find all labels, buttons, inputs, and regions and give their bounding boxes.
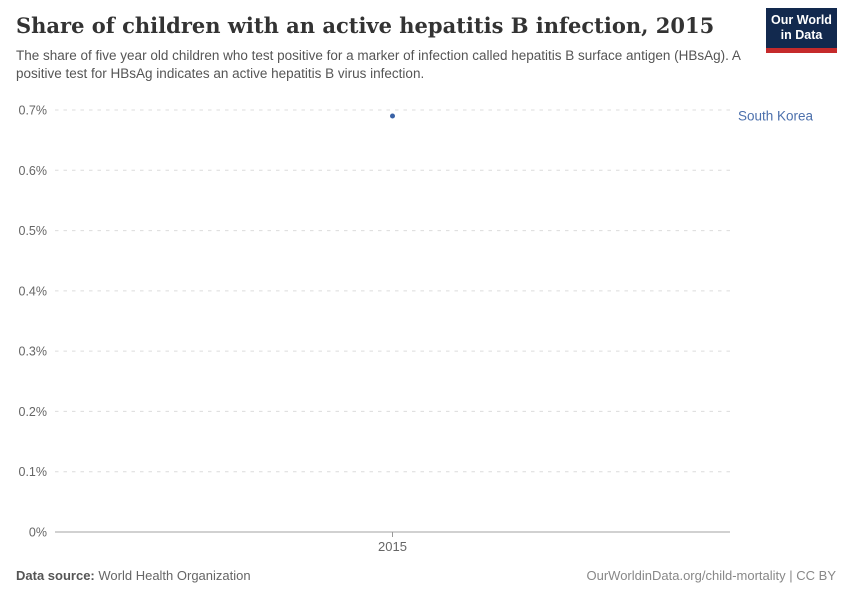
y-axis-tick-label: 0.7% [19, 104, 48, 118]
chart-footer: Data source: World Health Organization O… [16, 568, 836, 583]
data-source-label: Data source: [16, 568, 95, 583]
chart-title: Share of children with an active hepatit… [16, 13, 715, 38]
owid-logo[interactable]: Our World in Data [766, 8, 837, 53]
y-axis-tick-label: 0.6% [19, 164, 48, 178]
data-point[interactable] [390, 113, 395, 119]
y-axis-tick-label: 0% [29, 526, 47, 540]
data-source: Data source: World Health Organization [16, 568, 251, 583]
x-axis-tick-label: 2015 [378, 539, 407, 554]
chart-header: Share of children with an active hepatit… [16, 13, 758, 83]
credit-link[interactable]: OurWorldinData.org/child-mortality | CC … [586, 568, 837, 583]
owid-logo-line1: Our World [771, 13, 832, 27]
chart-subtitle: The share of five year old children who … [16, 48, 741, 82]
y-axis-tick-label: 0.2% [19, 405, 48, 419]
y-axis-tick-label: 0.1% [19, 465, 48, 479]
y-axis-tick-label: 0.5% [19, 224, 48, 238]
y-axis-tick-label: 0.4% [19, 284, 48, 298]
entity-label[interactable]: South Korea [738, 109, 814, 124]
data-source-value: World Health Organization [98, 568, 251, 583]
owid-logo-line2: in Data [780, 28, 823, 42]
y-axis-tick-label: 0.3% [19, 345, 48, 359]
